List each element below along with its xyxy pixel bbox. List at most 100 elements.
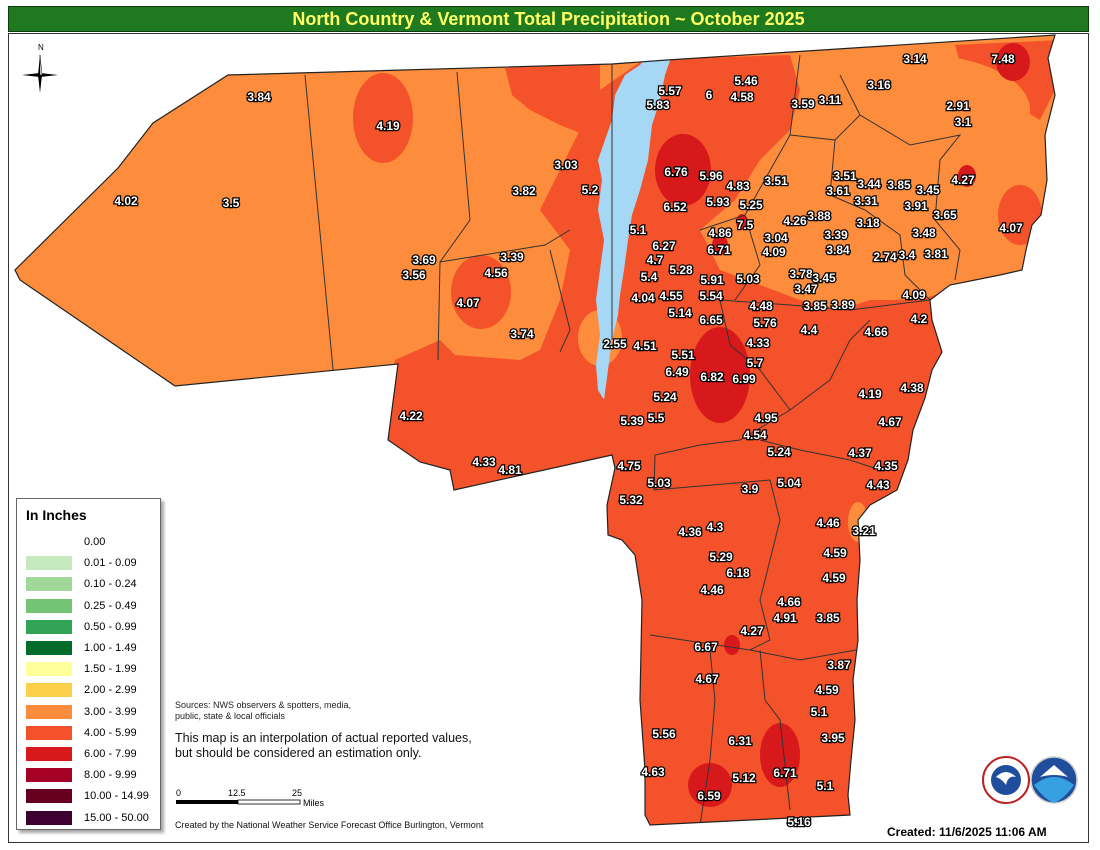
- legend-swatch: [26, 641, 72, 655]
- legend-swatch: [26, 662, 72, 677]
- station-value: 4.67: [695, 672, 719, 686]
- station-value: 5.4: [641, 270, 658, 284]
- station-value: 3.39: [500, 250, 524, 264]
- credit-text: Created by the National Weather Service …: [175, 820, 484, 830]
- station-value: 4.83: [726, 179, 750, 193]
- station-value: 4.95: [754, 411, 778, 425]
- station-value: 5.24: [653, 390, 677, 404]
- station-value: 6.71: [707, 243, 731, 257]
- station-value: 2.91: [946, 99, 970, 113]
- agency-logos: [982, 755, 1080, 805]
- nws-logo: [982, 756, 1030, 804]
- station-value: 4.66: [777, 595, 801, 609]
- station-value: 5.2: [582, 183, 599, 197]
- legend-swatch: [26, 556, 72, 571]
- zone-6-8-f: [736, 214, 748, 230]
- station-value: 4.09: [762, 245, 786, 259]
- scale-label-max: 25: [292, 789, 302, 798]
- legend-item: 0.10 - 0.24: [26, 577, 156, 592]
- station-value: 5.14: [668, 306, 692, 320]
- legend: In Inches 0.00 0.01 - 0.09 0.10 - 0.24 0.25…: [16, 498, 161, 830]
- legend-item: 0.25 - 0.49: [26, 598, 156, 614]
- station-value: 4.63: [641, 765, 665, 779]
- legend-label: 2.00 - 2.99: [84, 684, 137, 697]
- station-value: 6.27: [652, 239, 676, 253]
- station-value: 3.21: [852, 524, 876, 538]
- station-value: 3.87: [827, 658, 851, 672]
- station-value: 4.46: [700, 583, 724, 597]
- legend-swatch: [26, 789, 72, 804]
- legend-item: 2.00 - 2.99: [26, 683, 156, 698]
- station-value: 5.54: [699, 289, 723, 303]
- station-value: 4.19: [858, 387, 882, 401]
- station-value: 4.38: [900, 381, 924, 395]
- north-arrow: N: [18, 41, 62, 97]
- station-value: 4.37: [848, 446, 872, 460]
- legend-title: In Inches: [26, 507, 87, 523]
- station-value: 3.14: [903, 52, 927, 66]
- station-value: 4.51: [633, 339, 657, 353]
- station-value: 3.1: [955, 115, 972, 129]
- station-value: 4.22: [399, 409, 423, 423]
- legend-item: 10.00 - 14.99: [26, 789, 156, 804]
- station-value: 4.3: [707, 520, 724, 534]
- zone-4-6-northwest: [505, 65, 600, 135]
- station-value: 3.85: [803, 299, 827, 313]
- station-value: 4.46: [816, 516, 840, 530]
- legend-swatch: [26, 577, 72, 592]
- legend-swatch: [26, 768, 72, 783]
- station-value: 3.84: [826, 243, 850, 257]
- station-value: 4.86: [708, 226, 732, 240]
- legend-label: 3.00 - 3.99: [84, 705, 137, 718]
- station-value: 5.93: [706, 195, 730, 209]
- legend-label: 1.00 - 1.49: [84, 642, 137, 654]
- station-value: 3.9: [742, 482, 759, 496]
- station-value: 4.59: [815, 683, 839, 697]
- station-value: 3.45: [916, 183, 940, 197]
- legend-item: 3.00 - 3.99: [26, 704, 156, 720]
- station-value: 3.95: [821, 731, 845, 745]
- station-value: 4.56: [484, 266, 508, 280]
- station-value: 3.45: [812, 271, 836, 285]
- station-value: 5.83: [646, 98, 670, 112]
- zone-3-4-ne-island2: [750, 205, 870, 295]
- station-value: 3.48: [912, 226, 936, 240]
- station-value: 4.55: [659, 289, 683, 303]
- station-value: 6.49: [665, 365, 689, 379]
- station-value: 6.31: [728, 734, 752, 748]
- zone-4-6-west: [451, 255, 511, 329]
- station-value: 4.07: [999, 221, 1023, 235]
- lake-champlain: [596, 38, 672, 400]
- station-value: 3.74: [510, 327, 534, 341]
- station-value: 5.04: [777, 476, 801, 490]
- station-value: 3.78: [789, 267, 813, 281]
- station-value: 2.55: [603, 337, 627, 351]
- station-value: 5.39: [620, 414, 644, 428]
- station-value: 4.27: [951, 173, 975, 187]
- station-value: 5.56: [652, 727, 676, 741]
- legend-swatch: [26, 619, 72, 634]
- zone-6-8-b: [690, 327, 750, 423]
- legend-label: 10.00 - 14.99: [84, 790, 149, 803]
- station-value: 4.36: [678, 525, 702, 539]
- station-value: 3.65: [933, 208, 957, 222]
- legend-label: 1.50 - 1.99: [84, 663, 137, 676]
- station-value: 4.19: [376, 119, 400, 133]
- legend-item: 1.00 - 1.49: [26, 641, 156, 656]
- zone-6-8-d: [958, 165, 976, 187]
- legend-swatch: [26, 704, 72, 719]
- legend-label: 0.50 - 0.99: [84, 620, 137, 633]
- station-value: 6.82: [700, 370, 724, 384]
- station-value: 5.46: [734, 74, 758, 88]
- station-value: 5.5: [648, 411, 665, 425]
- legend-swatch: [26, 810, 72, 825]
- legend-item: 0.01 - 0.09: [26, 556, 156, 571]
- zone-3-4-ne-island3: [810, 55, 1030, 165]
- legend-label: 8.00 - 9.99: [84, 769, 137, 782]
- zone-6-8-i: [724, 635, 740, 655]
- station-value: 3.16: [867, 78, 891, 92]
- station-value: 7.5: [737, 218, 754, 232]
- zone-6-8-a: [655, 134, 711, 206]
- station-value: 6: [706, 88, 713, 102]
